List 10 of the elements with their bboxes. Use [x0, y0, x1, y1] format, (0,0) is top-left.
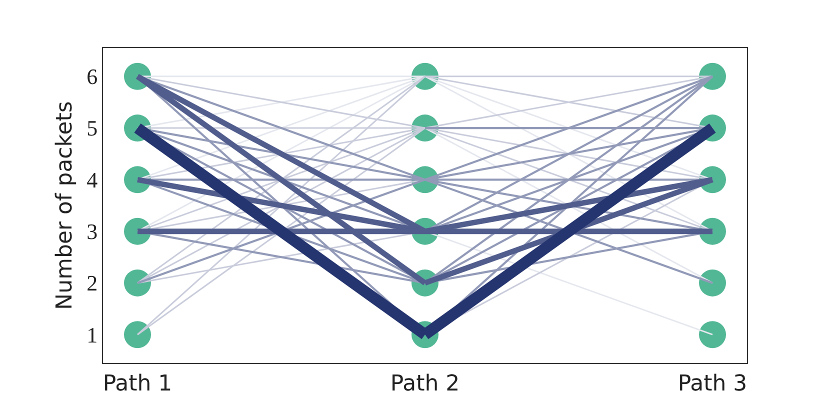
y-tick-label: 2	[86, 270, 98, 296]
y-tick-label: 6	[86, 64, 98, 90]
y-axis-title: Number of packets	[52, 101, 78, 310]
y-tick-label: 1	[86, 322, 98, 348]
x-tick-label: Path 3	[678, 371, 748, 396]
x-tick-label: Path 2	[390, 371, 460, 396]
y-tick-label: 5	[86, 116, 98, 141]
y-tick-label: 4	[86, 167, 98, 192]
x-tick-label: Path 1	[102, 371, 172, 396]
y-tick-label: 3	[86, 219, 98, 244]
